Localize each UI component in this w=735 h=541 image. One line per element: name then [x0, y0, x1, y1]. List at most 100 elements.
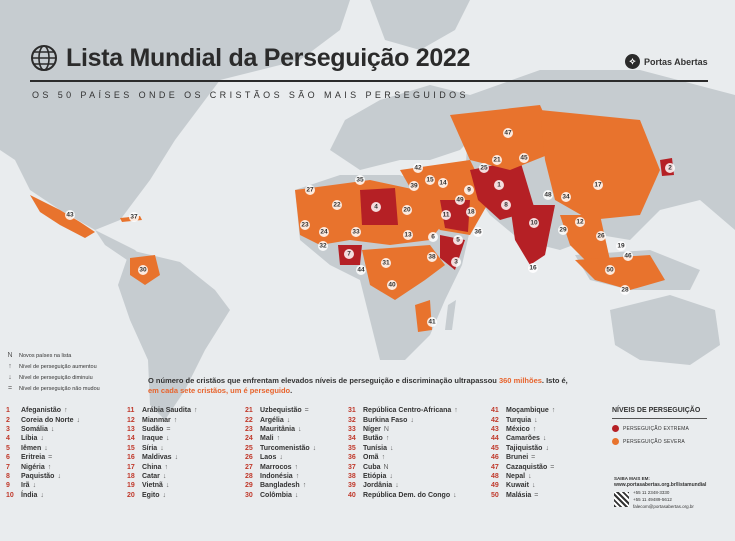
trend-icon: ↑	[532, 425, 537, 433]
country-list-item: 32 Burkina Faso ↓	[348, 415, 458, 424]
country-name: Etiópia	[363, 472, 387, 480]
svg-text:18: 18	[467, 209, 475, 216]
country-name: Coreia do Norte	[21, 416, 74, 424]
country-list-item: 39 Jordânia ↓	[348, 481, 458, 490]
country-list-item: 8 Paquistão ↓	[6, 472, 80, 481]
trend-icon: ↓	[542, 435, 547, 443]
country-rank: 46	[491, 454, 499, 462]
country-name: Mianmar	[142, 416, 171, 424]
country-name: Butão	[363, 435, 383, 443]
country-rank: 23	[245, 425, 253, 433]
country-list-item: 15 Síria ↓	[127, 444, 198, 453]
svg-text:28: 28	[621, 287, 629, 294]
trend-icon: ↑	[47, 463, 52, 471]
country-list-item: 31 República Centro-Africana ↑	[348, 406, 458, 415]
country-list-item: 33 Níger N	[348, 425, 458, 434]
rank-marker-20: 20	[402, 205, 412, 215]
svg-text:15: 15	[426, 177, 434, 184]
svg-text:22: 22	[333, 202, 341, 209]
brand-name: Portas Abertas	[644, 56, 708, 67]
svg-text:14: 14	[439, 180, 447, 187]
country-rank: 11	[127, 407, 135, 415]
country-list-item: 37 Cuba N	[348, 462, 458, 471]
country-name: Brunei	[506, 454, 529, 462]
country-name: Eritreia	[21, 454, 46, 462]
trend-icon: ↑	[164, 463, 168, 471]
trend-icon: ↓	[165, 482, 170, 490]
country-name: Uzbequistão	[260, 407, 302, 415]
summary-highlight: em cada sete cristãos, um é perseguido	[148, 386, 291, 395]
rank-marker-49: 49	[455, 195, 465, 205]
svg-text:46: 46	[624, 253, 632, 260]
svg-text:10: 10	[530, 220, 538, 227]
country-name: Nigéria	[21, 463, 45, 471]
svg-text:38: 38	[428, 254, 436, 261]
rank-marker-18: 18	[466, 207, 476, 217]
arrow-up-icon: ↑	[8, 363, 12, 370]
level-severe: PERSEGUIÇÃO SEVERA	[612, 438, 707, 445]
website-link[interactable]: www.portasabertas.org.br/listamundial	[614, 482, 707, 488]
country-list-item: 42 Turquia ↓	[491, 415, 555, 424]
country-rank: 3	[6, 425, 10, 433]
country-rank: 24	[245, 435, 253, 443]
page-title: Lista Mundial da Perseguição 2022	[66, 44, 471, 72]
rank-marker-17: 17	[593, 180, 603, 190]
country-list-item: 2 Coreia do Norte ↓	[6, 415, 80, 424]
svg-text:21: 21	[493, 157, 501, 164]
country-list-item: 35 Tunísia ↓	[348, 444, 458, 453]
country-rank: 33	[348, 425, 356, 433]
legend-label: Novos países na lista	[19, 352, 72, 359]
trend-icon: ↓	[286, 416, 291, 424]
country-rank: 13	[127, 425, 135, 433]
rank-marker-30: 30	[138, 265, 148, 275]
summary-text: O número de cristãos que enfrentam eleva…	[148, 376, 578, 396]
country-name: Nepal	[506, 472, 526, 480]
rank-marker-15: 15	[425, 175, 435, 185]
rank-markers: 43 37 30 27 35 22 4 20 23 24 33 32 7 44 …	[65, 128, 675, 327]
svg-text:32: 32	[319, 243, 327, 250]
trend-icon: ↑	[381, 454, 386, 462]
country-name: Laos	[260, 454, 277, 462]
country-rank: 37	[348, 463, 356, 471]
email-link[interactable]: falecom@portasabertas.org.br	[633, 504, 694, 509]
country-rank: 43	[491, 425, 499, 433]
country-rank: 17	[127, 463, 135, 471]
country-list-item: 22 Argélia ↓	[245, 415, 316, 424]
country-rank: 34	[348, 435, 356, 443]
country-list-item: 24 Mali ↑	[245, 434, 316, 443]
country-rank: 49	[491, 482, 499, 490]
country-name: Irã	[21, 482, 30, 490]
country-list-item: 21 Uzbequistão =	[245, 406, 316, 415]
trend-icon: ↓	[279, 454, 283, 462]
svg-text:3: 3	[454, 259, 458, 266]
country-name: Arábia Saudita	[142, 407, 192, 415]
region-china	[540, 110, 660, 220]
country-list-item: 47 Cazaquistão =	[491, 462, 555, 471]
trend-icon: ↓	[57, 472, 61, 480]
trend-icon: ↓	[528, 472, 532, 480]
rank-marker-27: 27	[305, 185, 315, 195]
country-list-item: 12 Mianmar ↑	[127, 415, 198, 424]
country-rank: 16	[127, 454, 135, 462]
rank-marker-4: 4	[371, 202, 381, 212]
trend-icon: ↑	[194, 407, 198, 415]
country-list-col-5: 41 Moçambique ↑ 42 Turquia ↓ 43 México ↑ 44 Camarõ…	[491, 406, 555, 500]
brand-logo: ⟡ Portas Abertas	[625, 54, 708, 69]
country-list-item: 40 República Dem. do Congo ↓	[348, 491, 458, 500]
equal-icon: =	[7, 385, 13, 392]
svg-text:8: 8	[504, 202, 508, 209]
legend-row-equal: = Nível de perseguição não mudou	[6, 383, 100, 394]
country-list-item: 18 Catar ↓	[127, 472, 198, 481]
country-name: Cazaquistão	[506, 463, 548, 471]
country-name: Colômbia	[260, 491, 292, 499]
svg-text:12: 12	[576, 219, 584, 226]
svg-text:49: 49	[456, 197, 464, 204]
svg-text:31: 31	[382, 260, 390, 267]
region-indonesia-malaysia	[575, 255, 665, 290]
europe	[330, 85, 480, 170]
country-rank: 1	[6, 407, 10, 415]
region-mozambique	[415, 300, 432, 332]
country-name: Somália	[21, 425, 48, 433]
trend-icon: ↑	[64, 407, 68, 415]
